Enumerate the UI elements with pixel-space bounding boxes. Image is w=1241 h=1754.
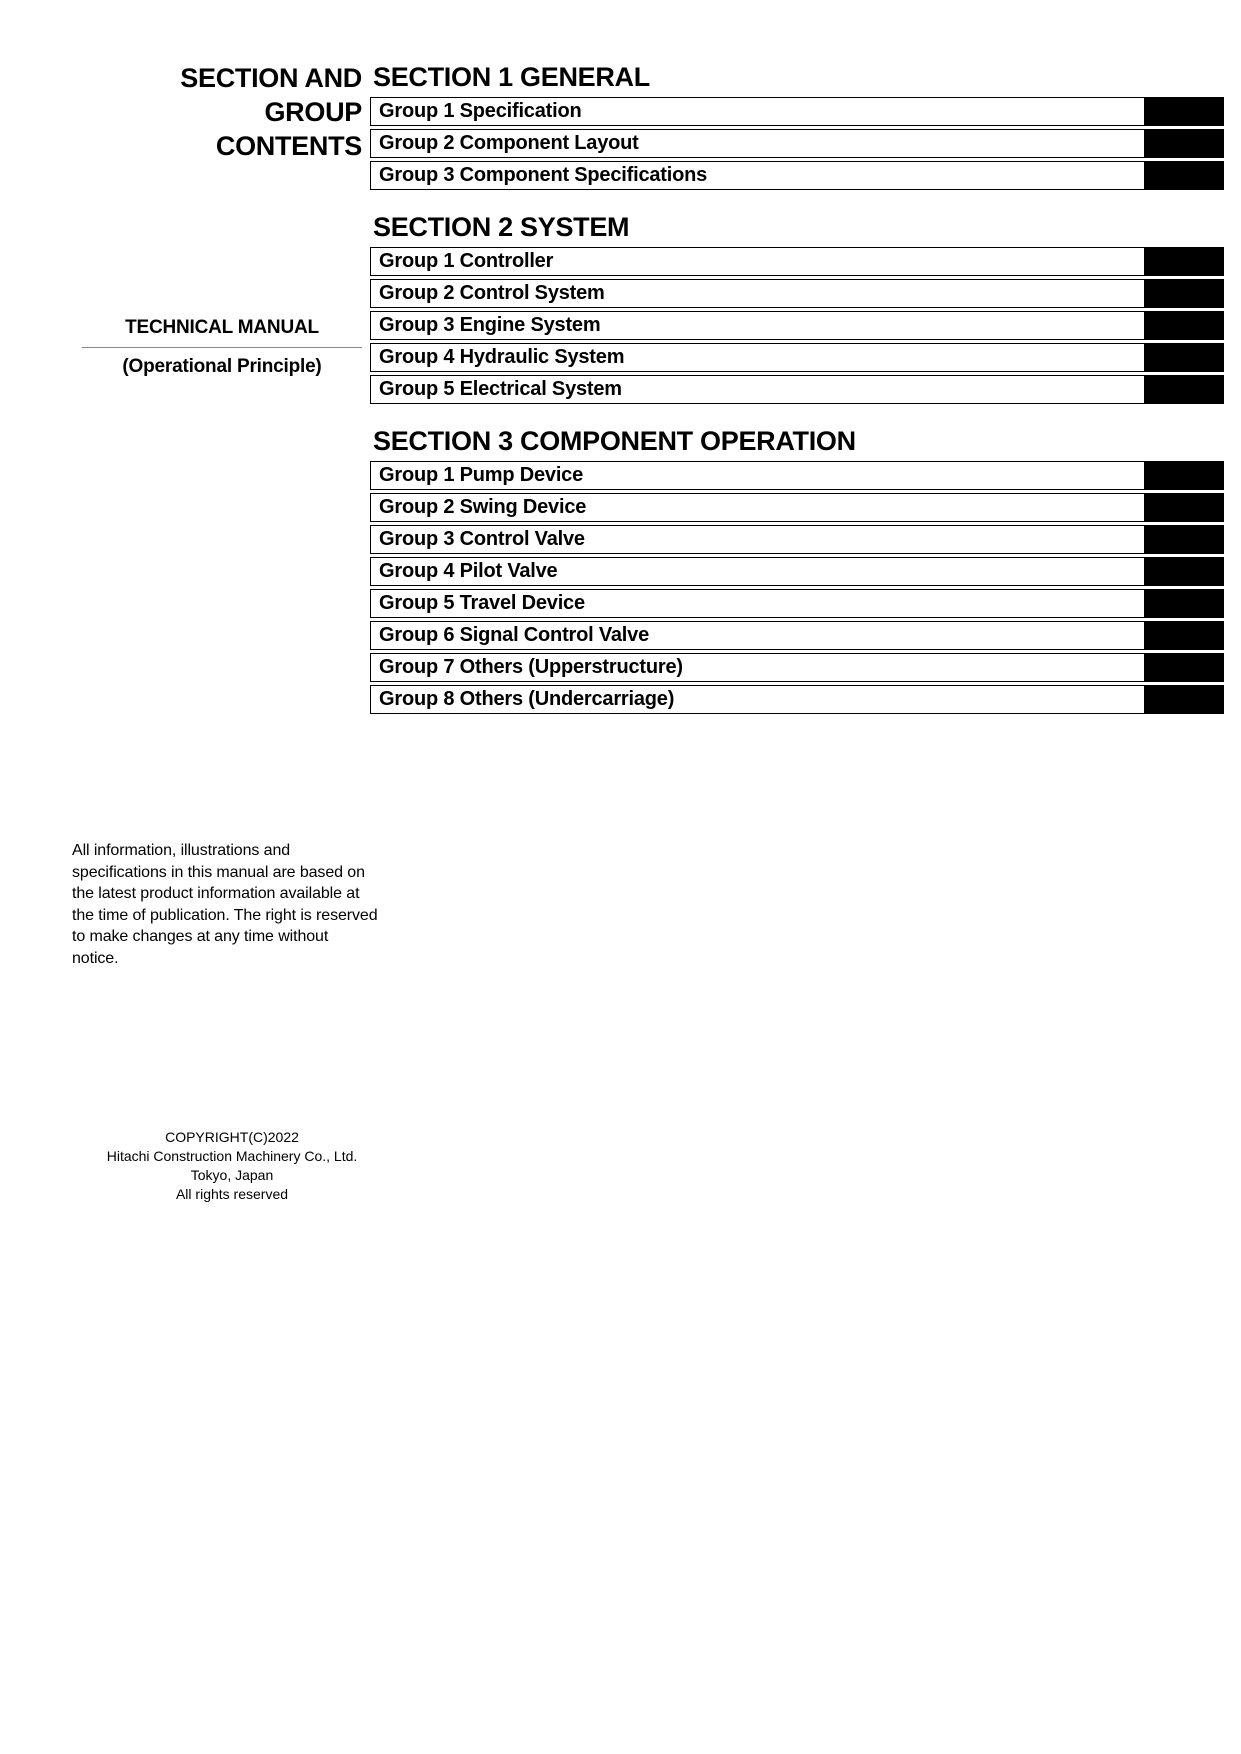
section-tab [1144, 311, 1224, 340]
group-row: Group 3 Component Specifications [370, 161, 1241, 190]
section-tab [1144, 589, 1224, 618]
section-title: SECTION 1 GENERAL [370, 62, 1241, 93]
section-tab [1144, 97, 1224, 126]
section-block: SECTION 3 COMPONENT OPERATION Group 1 Pum… [370, 426, 1241, 714]
group-row: Group 1 Pump Device [370, 461, 1241, 490]
manual-type-block: TECHNICAL MANUAL (Operational Principle) [82, 317, 362, 378]
group-row: Group 1 Controller [370, 247, 1241, 276]
group-row: Group 1 Specification [370, 97, 1241, 126]
copyright-line-1: COPYRIGHT(C)2022 [72, 1128, 392, 1147]
group-row: Group 2 Control System [370, 279, 1241, 308]
right-column: SECTION 1 GENERAL Group 1 Specification Gr… [370, 62, 1241, 736]
group-row: Group 3 Control Valve [370, 525, 1241, 554]
group-row: Group 3 Engine System [370, 311, 1241, 340]
group-label-cell: Group 1 Controller [370, 247, 1144, 276]
section-tab [1144, 279, 1224, 308]
copyright-line-3: Tokyo, Japan [72, 1166, 392, 1185]
section-block: SECTION 2 SYSTEM Group 1 Controller Group … [370, 212, 1241, 404]
group-row: Group 2 Component Layout [370, 129, 1241, 158]
group-row: Group 4 Hydraulic System [370, 343, 1241, 372]
section-tab [1144, 461, 1224, 490]
group-row: Group 5 Travel Device [370, 589, 1241, 618]
section-tab [1144, 343, 1224, 372]
group-label-cell: Group 2 Component Layout [370, 129, 1144, 158]
copyright-block: COPYRIGHT(C)2022 Hitachi Construction Ma… [72, 1128, 392, 1204]
group-row: Group 4 Pilot Valve [370, 557, 1241, 586]
group-label: Group 2 Control System [379, 282, 605, 305]
group-row: Group 2 Swing Device [370, 493, 1241, 522]
manual-type: TECHNICAL MANUAL [82, 317, 362, 339]
group-label: Group 7 Others (Upperstructure) [379, 656, 683, 679]
section-tab [1144, 161, 1224, 190]
group-label: Group 1 Pump Device [379, 464, 583, 487]
group-label-cell: Group 2 Control System [370, 279, 1144, 308]
disclaimer-text: All information, illustrations and speci… [72, 840, 378, 970]
section-tab [1144, 375, 1224, 404]
group-label: Group 3 Control Valve [379, 528, 585, 551]
group-row: Group 7 Others (Upperstructure) [370, 653, 1241, 682]
page-container: SECTION AND GROUP CONTENTS TECHNICAL MAN… [0, 0, 1241, 736]
section-tab [1144, 129, 1224, 158]
section-tab [1144, 493, 1224, 522]
divider [82, 347, 362, 348]
group-label: Group 6 Signal Control Valve [379, 624, 649, 647]
group-label-cell: Group 6 Signal Control Valve [370, 621, 1144, 650]
group-row: Group 8 Others (Undercarriage) [370, 685, 1241, 714]
group-label-cell: Group 1 Specification [370, 97, 1144, 126]
section-title: SECTION 2 SYSTEM [370, 212, 1241, 243]
section-tab [1144, 247, 1224, 276]
section-tab [1144, 525, 1224, 554]
group-label-cell: Group 4 Pilot Valve [370, 557, 1144, 586]
group-row: Group 5 Electrical System [370, 375, 1241, 404]
section-tab [1144, 557, 1224, 586]
section-block: SECTION 1 GENERAL Group 1 Specification Gr… [370, 62, 1241, 190]
group-label-cell: Group 2 Swing Device [370, 493, 1144, 522]
group-label-cell: Group 1 Pump Device [370, 461, 1144, 490]
title-line-2: CONTENTS [216, 131, 362, 161]
group-label: Group 8 Others (Undercarriage) [379, 688, 674, 711]
group-label-cell: Group 3 Component Specifications [370, 161, 1144, 190]
group-label: Group 3 Engine System [379, 314, 600, 337]
section-tab [1144, 685, 1224, 714]
group-label-cell: Group 8 Others (Undercarriage) [370, 685, 1144, 714]
group-label: Group 4 Hydraulic System [379, 346, 624, 369]
group-label: Group 4 Pilot Valve [379, 560, 557, 583]
group-label: Group 5 Electrical System [379, 378, 622, 401]
group-row: Group 6 Signal Control Valve [370, 621, 1241, 650]
main-title: SECTION AND GROUP CONTENTS [82, 62, 362, 163]
group-label-cell: Group 3 Engine System [370, 311, 1144, 340]
title-line-1: SECTION AND GROUP [180, 63, 362, 127]
group-label-cell: Group 3 Control Valve [370, 525, 1144, 554]
copyright-line-2: Hitachi Construction Machinery Co., Ltd. [72, 1147, 392, 1166]
group-label: Group 3 Component Specifications [379, 164, 707, 187]
group-label: Group 5 Travel Device [379, 592, 585, 615]
manual-subtitle: (Operational Principle) [82, 356, 362, 378]
section-title: SECTION 3 COMPONENT OPERATION [370, 426, 1241, 457]
group-label: Group 1 Specification [379, 100, 582, 123]
section-tab [1144, 653, 1224, 682]
group-label: Group 2 Component Layout [379, 132, 639, 155]
group-label-cell: Group 4 Hydraulic System [370, 343, 1144, 372]
group-label-cell: Group 7 Others (Upperstructure) [370, 653, 1144, 682]
group-label-cell: Group 5 Electrical System [370, 375, 1144, 404]
group-label-cell: Group 5 Travel Device [370, 589, 1144, 618]
copyright-line-4: All rights reserved [72, 1185, 392, 1204]
group-label: Group 1 Controller [379, 250, 553, 273]
section-tab [1144, 621, 1224, 650]
left-column: SECTION AND GROUP CONTENTS TECHNICAL MAN… [0, 62, 370, 736]
group-label: Group 2 Swing Device [379, 496, 586, 519]
